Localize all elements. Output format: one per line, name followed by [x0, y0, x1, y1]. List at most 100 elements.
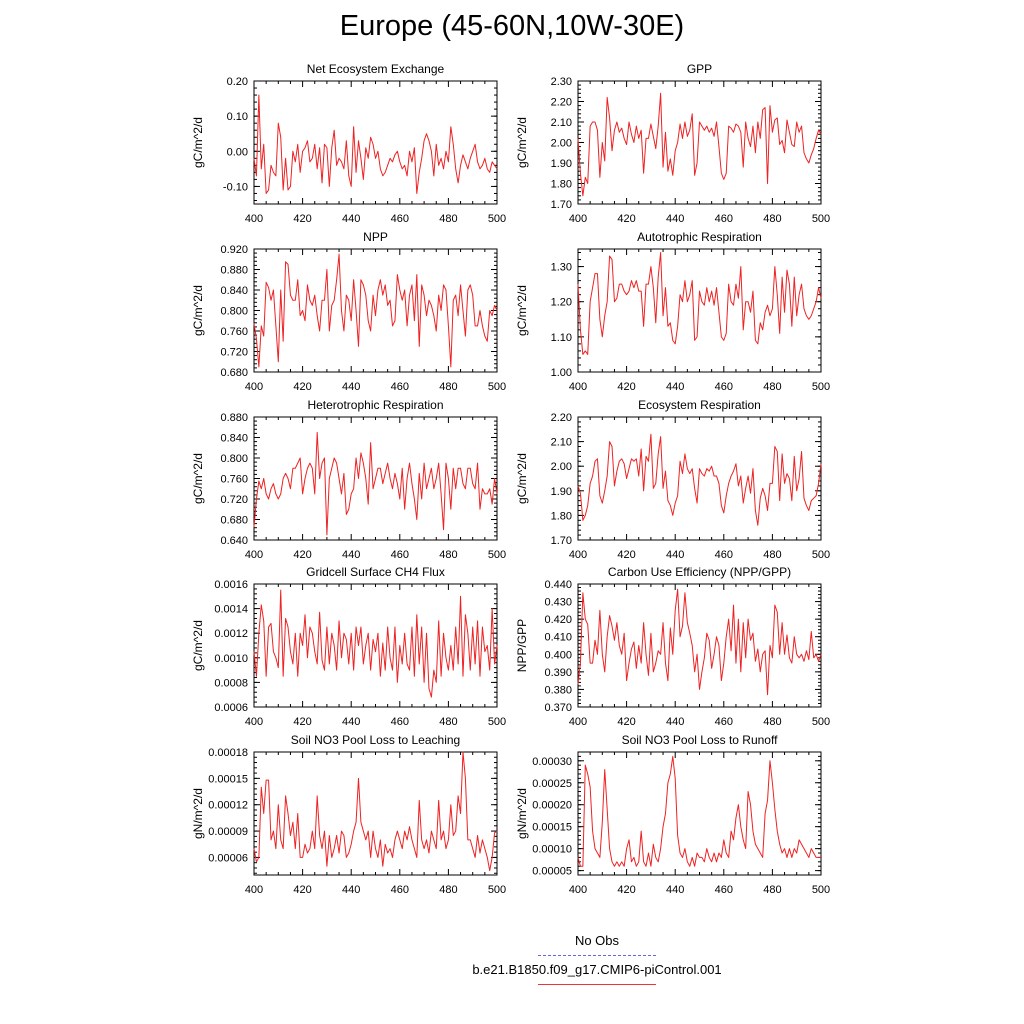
chart-soil-no3-pool-loss-to-runoff-xtick-label: 420 [617, 884, 635, 896]
chart-ecosystem-respiration-xtick-label: 420 [617, 549, 635, 561]
chart-net-ecosystem-exchange-xtick-label: 480 [439, 213, 457, 225]
chart-ecosystem-respiration-xtick-label: 400 [569, 549, 587, 561]
chart-net-ecosystem-exchange-ytick-label: -0.10 [223, 181, 248, 193]
chart-net-ecosystem-exchange-ytick-label: 0.00 [227, 146, 248, 158]
chart-gridcell-surface-ch4-flux-xtick-label: 500 [488, 716, 506, 728]
chart-heterotrophic-respiration-ylabel: gC/m^2/d [191, 453, 205, 504]
chart-net-ecosystem-exchange-ytick-label: 0.10 [227, 111, 248, 123]
chart-soil-no3-pool-loss-to-leaching-ytick-label: 0.00015 [208, 773, 248, 785]
chart-gridcell-surface-ch4-flux-series-line [253, 589, 498, 698]
chart-heterotrophic-respiration-xtick-label: 420 [293, 549, 311, 561]
chart-net-ecosystem-exchange-title: Net Ecosystem Exchange [307, 62, 445, 76]
chart-soil-no3-pool-loss-to-runoff-xtick-label: 480 [763, 884, 781, 896]
chart-soil-no3-pool-loss-to-runoff-ytick-label: 0.00015 [532, 822, 572, 834]
chart-soil-no3-pool-loss-to-runoff-ytick-label: 0.00030 [532, 756, 572, 768]
chart-ecosystem-respiration-title: Ecosystem Respiration [638, 398, 761, 412]
chart-gridcell-surface-ch4-flux-ytick-label: 0.0006 [214, 702, 248, 714]
chart-autotrophic-respiration-ytick-label: 1.00 [551, 367, 572, 379]
chart-carbon-use-efficiency-npp-gpp-series-line [577, 588, 822, 696]
chart-npp-ytick-label: 0.720 [220, 347, 248, 359]
chart-soil-no3-pool-loss-to-leaching-xtick-label: 480 [439, 884, 457, 896]
chart-heterotrophic-respiration-ytick-label: 0.640 [220, 535, 248, 547]
chart-heterotrophic-respiration-ytick-label: 0.840 [220, 433, 248, 445]
chart-npp-xtick-label: 420 [293, 381, 311, 393]
chart-npp-ytick-label: 0.880 [220, 265, 248, 277]
chart-net-ecosystem-exchange-xtick-label: 400 [245, 213, 263, 225]
chart-soil-no3-pool-loss-to-runoff-xtick-label: 460 [715, 884, 733, 896]
chart-gpp-ytick-label: 2.20 [551, 97, 572, 109]
chart-ecosystem-respiration-ytick-label: 2.10 [551, 437, 572, 449]
chart-npp-xtick-label: 440 [342, 381, 360, 393]
chart-ecosystem-respiration-ylabel: gC/m^2/d [515, 453, 529, 504]
chart-gpp-ytick-label: 2.10 [551, 117, 572, 129]
legend-label-no-obs: No Obs [574, 933, 620, 948]
chart-gpp-series-line [577, 92, 822, 197]
chart-soil-no3-pool-loss-to-leaching-ytick-label: 0.00009 [208, 826, 248, 838]
chart-npp-ytick-label: 0.760 [220, 326, 248, 338]
chart-heterotrophic-respiration-xtick-label: 480 [439, 549, 457, 561]
chart-heterotrophic-respiration-ytick-label: 0.680 [220, 515, 248, 527]
chart-soil-no3-pool-loss-to-leaching-xtick-label: 460 [391, 884, 409, 896]
chart-carbon-use-efficiency-npp-gpp-xtick-label: 480 [763, 716, 781, 728]
chart-soil-no3-pool-loss-to-runoff-ytick-label: 0.00005 [532, 866, 572, 878]
chart-net-ecosystem-exchange: Net Ecosystem Exchange gC/m^2/d 400 420 440 4… [191, 62, 506, 225]
chart-autotrophic-respiration-ylabel: gC/m^2/d [515, 285, 529, 336]
chart-soil-no3-pool-loss-to-runoff-ylabel: gN/m^2/d [515, 788, 529, 839]
chart-ecosystem-respiration-ytick-label: 1.70 [551, 535, 572, 547]
chart-gpp-xtick-label: 500 [812, 213, 830, 225]
chart-gpp: GPP gC/m^2/d 400 420 440 460 480 500 1.70 1.80 1.9… [515, 62, 830, 225]
chart-gpp-xtick-label: 460 [715, 213, 733, 225]
chart-gridcell-surface-ch4-flux-title: Gridcell Surface CH4 Flux [306, 565, 445, 579]
chart-soil-no3-pool-loss-to-leaching-xtick-label: 500 [488, 884, 506, 896]
chart-soil-no3-pool-loss-to-leaching-ytick-label: 0.00012 [208, 800, 248, 812]
chart-carbon-use-efficiency-npp-gpp-ytick-label: 0.390 [544, 667, 572, 679]
chart-carbon-use-efficiency-npp-gpp-ytick-label: 0.410 [544, 632, 572, 644]
chart-soil-no3-pool-loss-to-leaching-ytick-label: 0.00006 [208, 852, 248, 864]
chart-ecosystem-respiration-xtick-label: 440 [666, 549, 684, 561]
chart-gridcell-surface-ch4-flux-xtick-label: 440 [342, 716, 360, 728]
chart-npp: NPP gC/m^2/d 400 420 440 460 480 500 0.680 0.720 0… [191, 230, 506, 393]
chart-carbon-use-efficiency-npp-gpp-xtick-label: 400 [569, 716, 587, 728]
chart-soil-no3-pool-loss-to-runoff-series-line [577, 755, 821, 867]
chart-gpp-title: GPP [687, 62, 712, 76]
chart-carbon-use-efficiency-npp-gpp-ytick-label: 0.380 [544, 684, 572, 696]
chart-gpp-xtick-label: 480 [763, 213, 781, 225]
chart-carbon-use-efficiency-npp-gpp-ytick-label: 0.420 [544, 614, 572, 626]
chart-soil-no3-pool-loss-to-leaching-ytick-label: 0.00018 [208, 747, 248, 759]
chart-carbon-use-efficiency-npp-gpp-ylabel: NPP/GPP [515, 619, 529, 672]
chart-gridcell-surface-ch4-flux-xtick-label: 480 [439, 716, 457, 728]
chart-gpp-ytick-label: 1.70 [551, 199, 572, 211]
chart-heterotrophic-respiration-xtick-label: 460 [391, 549, 409, 561]
chart-gpp-frame [577, 80, 822, 205]
chart-npp-xtick-label: 400 [245, 381, 263, 393]
chart-npp-title: NPP [363, 230, 388, 244]
chart-carbon-use-efficiency-npp-gpp-title: Carbon Use Efficiency (NPP/GPP) [608, 565, 791, 579]
chart-gridcell-surface-ch4-flux-xtick-label: 420 [293, 716, 311, 728]
chart-autotrophic-respiration-title: Autotrophic Respiration [637, 230, 762, 244]
chart-carbon-use-efficiency-npp-gpp-xtick-label: 440 [666, 716, 684, 728]
chart-soil-no3-pool-loss-to-leaching-ylabel: gN/m^2/d [191, 788, 205, 839]
chart-net-ecosystem-exchange-ytick-label: 0.20 [227, 76, 248, 88]
chart-ecosystem-respiration: Ecosystem Respiration gC/m^2/d 400 420 440 46… [515, 398, 830, 561]
chart-npp-ylabel: gC/m^2/d [191, 285, 205, 336]
chart-heterotrophic-respiration-ytick-label: 0.800 [220, 453, 248, 465]
chart-heterotrophic-respiration-title: Heterotrophic Respiration [307, 398, 443, 412]
chart-carbon-use-efficiency-npp-gpp-ytick-label: 0.370 [544, 702, 572, 714]
chart-carbon-use-efficiency-npp-gpp-ytick-label: 0.440 [544, 579, 572, 591]
chart-carbon-use-efficiency-npp-gpp-ytick-label: 0.400 [544, 649, 572, 661]
chart-npp-xtick-label: 500 [488, 381, 506, 393]
chart-npp-ytick-label: 0.680 [220, 367, 248, 379]
chart-gpp-xtick-label: 440 [666, 213, 684, 225]
chart-gpp-ytick-label: 2.00 [551, 138, 572, 150]
chart-soil-no3-pool-loss-to-runoff-xtick-label: 440 [666, 884, 684, 896]
chart-net-ecosystem-exchange-xtick-label: 500 [488, 213, 506, 225]
chart-npp-series-line [253, 253, 498, 368]
chart-soil-no3-pool-loss-to-leaching-xtick-label: 420 [293, 884, 311, 896]
chart-soil-no3-pool-loss-to-leaching-xtick-label: 400 [245, 884, 263, 896]
chart-net-ecosystem-exchange-ylabel: gC/m^2/d [191, 117, 205, 168]
chart-heterotrophic-respiration-ytick-label: 0.720 [220, 494, 248, 506]
chart-gpp-ytick-label: 2.30 [551, 76, 572, 88]
chart-soil-no3-pool-loss-to-runoff-ytick-label: 0.00010 [532, 844, 572, 856]
chart-npp-ytick-label: 0.920 [220, 244, 248, 256]
